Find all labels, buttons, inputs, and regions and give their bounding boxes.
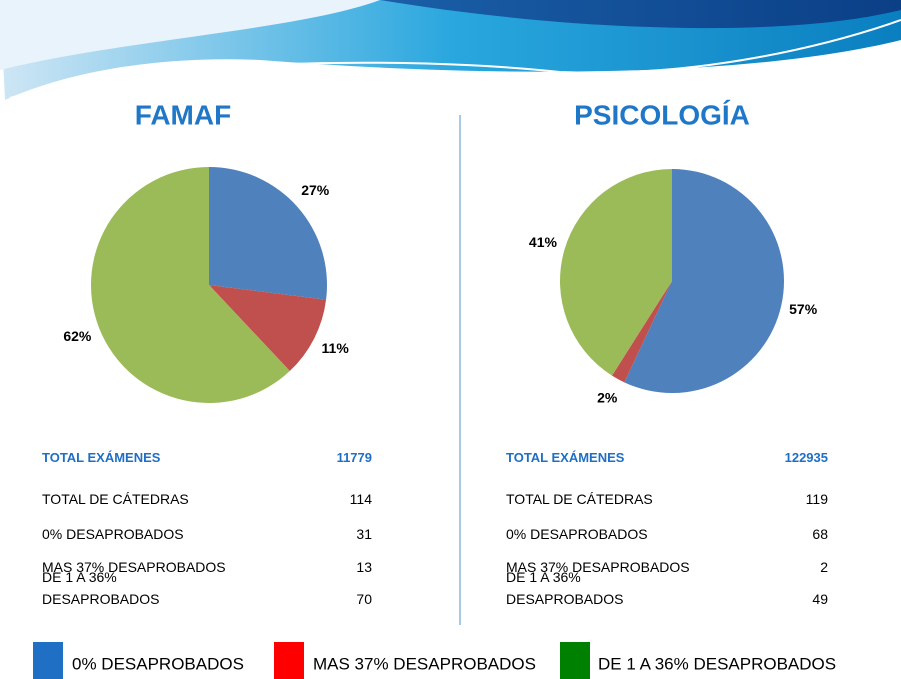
row-label: MAS 37% DESAPROBADOS — [42, 559, 226, 575]
data-label: 62% — [63, 328, 92, 344]
data-label: 11% — [322, 340, 350, 356]
table-header-value: 122935 — [784, 450, 828, 465]
chart-title: PSICOLOGÍA — [574, 99, 750, 130]
banner-line — [9, 19, 901, 99]
row-label: 0% DESAPROBADOS — [506, 526, 648, 542]
row-value: 114 — [349, 491, 372, 507]
pie-slice — [611, 281, 672, 383]
row-label: DE 1 A 36% DESAPROBADOS — [506, 569, 624, 607]
pie-slice — [209, 167, 327, 300]
banner-light — [0, 0, 380, 70]
row-value: 31 — [356, 526, 372, 542]
data-label: 2% — [597, 389, 618, 405]
table-header-label: TOTAL EXÁMENES — [506, 450, 625, 465]
row-value: 68 — [812, 526, 828, 542]
legend-swatch — [274, 642, 304, 679]
table-header-label: TOTAL EXÁMENES — [42, 450, 161, 465]
chart-title: FAMAF — [135, 99, 231, 130]
data-label: 27% — [301, 182, 330, 198]
row-label: 0% DESAPROBADOS — [42, 526, 184, 542]
legend-label: MAS 37% DESAPROBADOS — [313, 654, 536, 673]
legend-swatch — [560, 642, 590, 679]
pie-slice — [91, 167, 290, 404]
legend-label: 0% DESAPROBADOS — [72, 654, 244, 673]
table-header-value: 11779 — [336, 450, 372, 465]
legend-label: DE 1 A 36% DESAPROBADOS — [598, 654, 836, 673]
pie-slice — [209, 285, 327, 372]
pie-slice — [624, 169, 784, 394]
row-value: 119 — [805, 491, 828, 507]
legend-swatch — [33, 642, 63, 679]
data-label: 57% — [789, 301, 818, 317]
row-label: TOTAL DE CÁTEDRAS — [42, 491, 189, 507]
data-label: 41% — [529, 234, 558, 250]
row-value: 70 — [356, 591, 372, 607]
row-value: 49 — [812, 591, 828, 607]
row-value: 13 — [356, 559, 372, 575]
row-label: DE 1 A 36% DESAPROBADOS — [42, 569, 160, 607]
pie-slice — [559, 169, 672, 376]
row-value: 2 — [820, 559, 828, 575]
row-label: TOTAL DE CÁTEDRAS — [506, 491, 653, 507]
row-label: MAS 37% DESAPROBADOS — [506, 559, 690, 575]
banner-dark — [380, 0, 901, 29]
